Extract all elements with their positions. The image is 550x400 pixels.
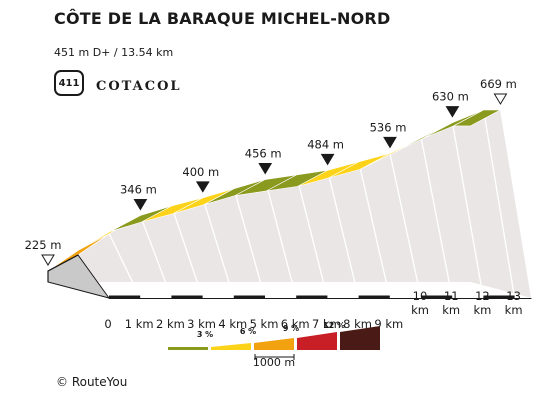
x-tick-label: 4 km xyxy=(218,317,247,331)
cotacol-logo: COTACOL xyxy=(96,79,182,94)
legend-swatch xyxy=(340,326,380,350)
elevation-label: 536 m xyxy=(370,120,407,134)
x-tick-label: 8 km xyxy=(343,317,372,331)
elevation-marker xyxy=(133,198,148,211)
elevation-label: 456 m xyxy=(245,147,282,161)
km-divider xyxy=(233,188,266,299)
cotacol-badge: 411 xyxy=(54,70,84,96)
elevation-marker xyxy=(445,106,460,118)
x-tick-label: 13 km xyxy=(505,289,523,317)
x-tick-label: 3 km xyxy=(187,317,216,331)
ground-strip xyxy=(48,282,532,298)
x-tick-label: 9 km xyxy=(374,317,403,331)
elevation-label: 346 m xyxy=(120,182,157,196)
climb-stats: 451 m D+ / 13.54 km xyxy=(54,46,174,59)
elevation-label: 630 m xyxy=(432,90,469,104)
legend-gradient-label: 12 % xyxy=(323,321,345,330)
km-divider xyxy=(451,122,485,299)
x-tick-label: 1 km xyxy=(125,317,154,331)
km-divider xyxy=(326,170,360,299)
km-divider xyxy=(264,179,297,299)
elevation-marker xyxy=(493,93,508,105)
profile-face xyxy=(77,109,532,299)
x-tick-label: 10 km xyxy=(411,289,429,317)
legend-gradient-label: 3 % xyxy=(197,330,213,339)
legend-swatch xyxy=(297,332,337,350)
x-tick-label: 2 km xyxy=(156,317,185,331)
km-divider xyxy=(358,161,391,299)
elevation-marker xyxy=(383,136,397,149)
chart-title: CÔTE DE LA BARAQUE MICHEL-NORD xyxy=(54,9,391,28)
km-divider xyxy=(202,197,235,299)
legend-gradient-label: 6 % xyxy=(240,327,256,336)
elevation-label: 225 m xyxy=(25,238,62,252)
elevation-label: 484 m xyxy=(307,137,344,151)
elevation-label: 400 m xyxy=(182,165,219,179)
gradient-segment xyxy=(453,109,501,127)
copyright-notice: © RouteYou xyxy=(56,375,128,389)
scale-bar-label: 1000 m xyxy=(253,356,295,369)
elevation-label: 669 m xyxy=(480,77,517,91)
x-tick-label: 5 km xyxy=(250,317,279,331)
km-divider xyxy=(420,137,453,299)
elevation-marker xyxy=(195,181,210,193)
legend-swatch xyxy=(168,347,208,350)
legend-swatch xyxy=(211,343,251,350)
elevation-marker xyxy=(41,254,55,266)
x-tick-label: 6 km xyxy=(281,317,310,331)
x-tick-label: 11 km xyxy=(442,289,460,317)
elevation-marker xyxy=(320,153,335,166)
cotacol-number: 411 xyxy=(58,77,80,89)
profile-start-outline xyxy=(47,254,79,282)
x-tick-label: 7 km xyxy=(312,317,341,331)
legend-gradient-label: 9 % xyxy=(283,324,299,333)
legend-swatch xyxy=(254,338,294,350)
elevation-marker xyxy=(258,163,273,175)
x-tick-label: 0 xyxy=(104,317,111,331)
km-divider xyxy=(389,153,422,299)
km-divider xyxy=(295,174,329,299)
km-divider xyxy=(482,109,516,299)
x-tick-label: 12 km xyxy=(473,289,491,317)
